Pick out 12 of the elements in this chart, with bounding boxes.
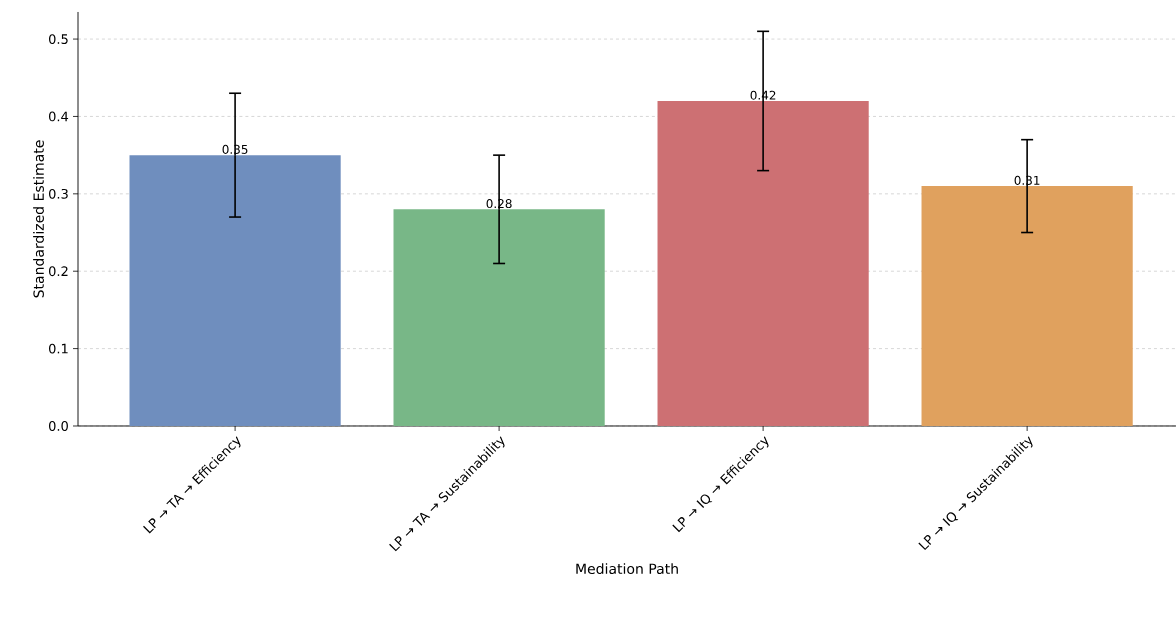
bar: [129, 155, 341, 426]
bar: [921, 186, 1133, 426]
y-tick-label: 0.0: [49, 421, 68, 431]
y-axis-title: Standardized Estimate: [33, 140, 44, 298]
y-tick-label: 0.3: [49, 188, 68, 199]
bar: [657, 100, 869, 426]
x-axis-title: Mediation Path: [576, 563, 678, 575]
y-tick-label: 0.4: [49, 111, 69, 122]
y-tick-label: 0.1: [49, 343, 68, 354]
y-tick-label: 0.2: [49, 266, 68, 277]
y-tick-label: 0.5: [49, 34, 68, 44]
bar: [393, 209, 605, 426]
